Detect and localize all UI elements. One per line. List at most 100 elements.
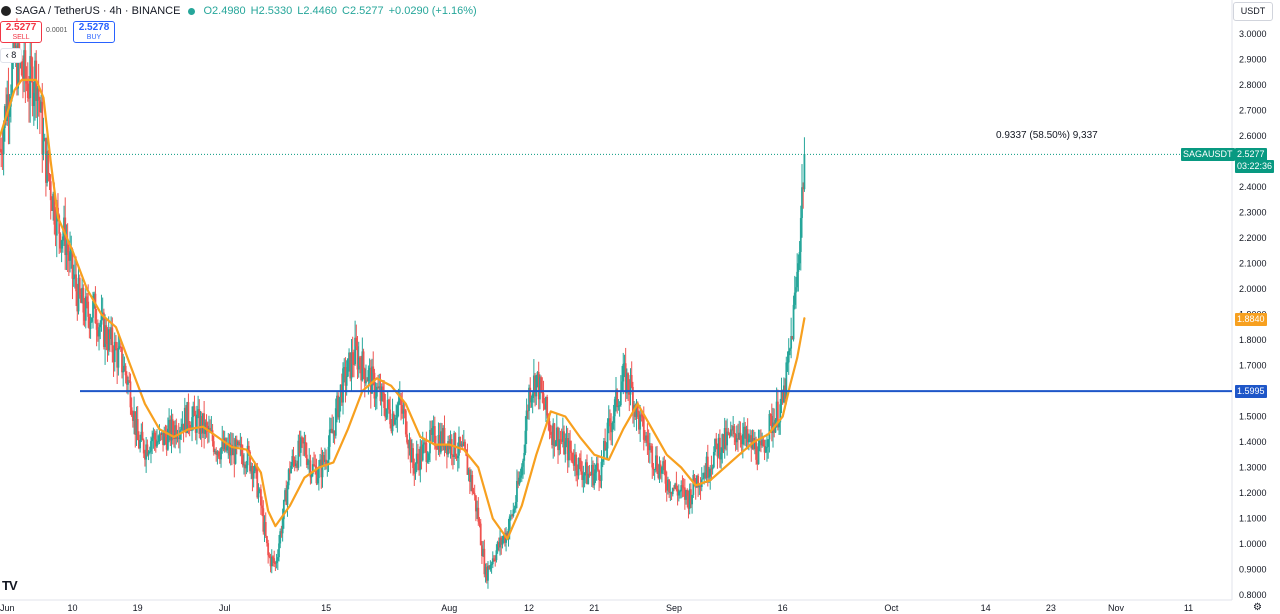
candle-body: [406, 434, 408, 443]
candle-body: [82, 287, 85, 313]
candle-body: [543, 404, 546, 410]
candle-body: [401, 405, 404, 414]
candle-body: [282, 500, 285, 520]
candle-body: [241, 454, 244, 466]
candle-body: [674, 483, 677, 488]
candle-body: [298, 440, 301, 453]
candle-body: [198, 409, 201, 434]
candle-body: [315, 466, 318, 484]
candle-body: [622, 363, 625, 382]
symbol-title[interactable]: SAGA / TetherUS · 4h · BINANCE: [15, 5, 181, 17]
candle-body: [693, 475, 696, 485]
candle-body: [223, 438, 226, 450]
candle-body: [421, 444, 424, 461]
candle-body: [334, 408, 337, 436]
buy-button[interactable]: 2.5278 BUY: [73, 21, 115, 43]
candle-body: [274, 563, 277, 565]
candle-body: [88, 316, 91, 329]
candle-body: [129, 381, 132, 408]
sell-button[interactable]: 2.5277 SELL: [0, 21, 42, 43]
candle-body: [400, 396, 402, 406]
candle-body: [789, 348, 791, 351]
candle-body: [796, 271, 799, 288]
candle-body: [310, 474, 313, 478]
candle-body: [87, 301, 90, 317]
candle-body: [540, 377, 543, 391]
settings-gear-icon[interactable]: ⚙: [1253, 602, 1262, 613]
candle-body: [611, 422, 614, 433]
candle-body: [357, 357, 360, 370]
price-axis-tick-label: 2.1000: [1239, 259, 1267, 269]
candle-body: [131, 415, 134, 421]
candle-body: [680, 485, 683, 492]
candle-body: [502, 535, 505, 540]
candle-body: [192, 406, 195, 418]
candle-body: [6, 94, 9, 121]
candle-body: [667, 479, 669, 491]
candle-body: [205, 422, 208, 426]
candle-body: [330, 428, 332, 430]
candle-body: [477, 507, 480, 522]
candle-body: [659, 464, 662, 474]
candle-body: [519, 475, 522, 478]
candle-body: [464, 441, 466, 450]
candle-body: [344, 367, 347, 386]
candle-body: [456, 455, 459, 459]
candle-body: [188, 424, 191, 429]
candle-body: [135, 419, 138, 435]
candle-body: [567, 440, 570, 461]
candle-body: [325, 459, 328, 465]
candle-body: [327, 446, 330, 464]
price-axis-tick-label: 2.3000: [1239, 208, 1267, 218]
candle-body: [365, 380, 367, 384]
candle-body: [710, 468, 713, 470]
candle-body: [473, 493, 476, 496]
candle-body: [548, 421, 551, 432]
candle-body: [740, 439, 743, 445]
ma-price-tag: 1.8840: [1235, 312, 1267, 326]
candle-body: [247, 445, 250, 452]
candle-body: [454, 433, 457, 457]
candle-body: [311, 464, 314, 475]
indicator-toggle-button[interactable]: ‹ 8: [0, 48, 22, 63]
candle-body: [106, 344, 109, 351]
price-axis-tick-label: 3.0000: [1239, 29, 1267, 39]
candle-body: [474, 495, 477, 512]
candle-body: [791, 336, 794, 340]
candle-body: [394, 419, 396, 425]
candle-body: [671, 487, 674, 495]
candle-body: [768, 414, 771, 440]
candle-body: [285, 490, 288, 505]
candle-body: [750, 435, 753, 449]
candle-body: [362, 351, 365, 369]
candle-body: [180, 429, 183, 431]
tradingview-logo-icon[interactable]: TV: [2, 578, 18, 593]
candle-body: [612, 416, 615, 423]
candle-body: [26, 83, 29, 98]
candle-body: [619, 390, 622, 406]
candle-body: [494, 559, 497, 561]
candle-body: [24, 50, 27, 79]
candle-body: [452, 455, 454, 457]
candle-body: [754, 441, 756, 449]
price-tag-symbol: SAGAUSDT: [1181, 148, 1235, 162]
candle-body: [644, 439, 646, 441]
candle-body: [69, 251, 71, 261]
price-axis-tick-label: 2.2000: [1239, 233, 1267, 243]
candle-body: [346, 358, 349, 377]
time-axis-tick-label: 11: [1184, 603, 1193, 613]
candle-body: [758, 440, 761, 444]
candle-body: [378, 386, 381, 388]
candle-body: [195, 414, 198, 433]
candle-body: [231, 444, 233, 456]
currency-unit-selector[interactable]: USDT: [1233, 2, 1273, 21]
price-axis-tick-label: 1.8000: [1239, 335, 1267, 345]
candle-body: [377, 386, 379, 388]
time-axis-tick-label: 16: [778, 603, 788, 613]
candle-body: [590, 464, 593, 476]
candle-body: [37, 88, 40, 101]
candle-body: [566, 438, 569, 461]
candle-body: [673, 487, 675, 489]
candle-body: [379, 386, 382, 402]
